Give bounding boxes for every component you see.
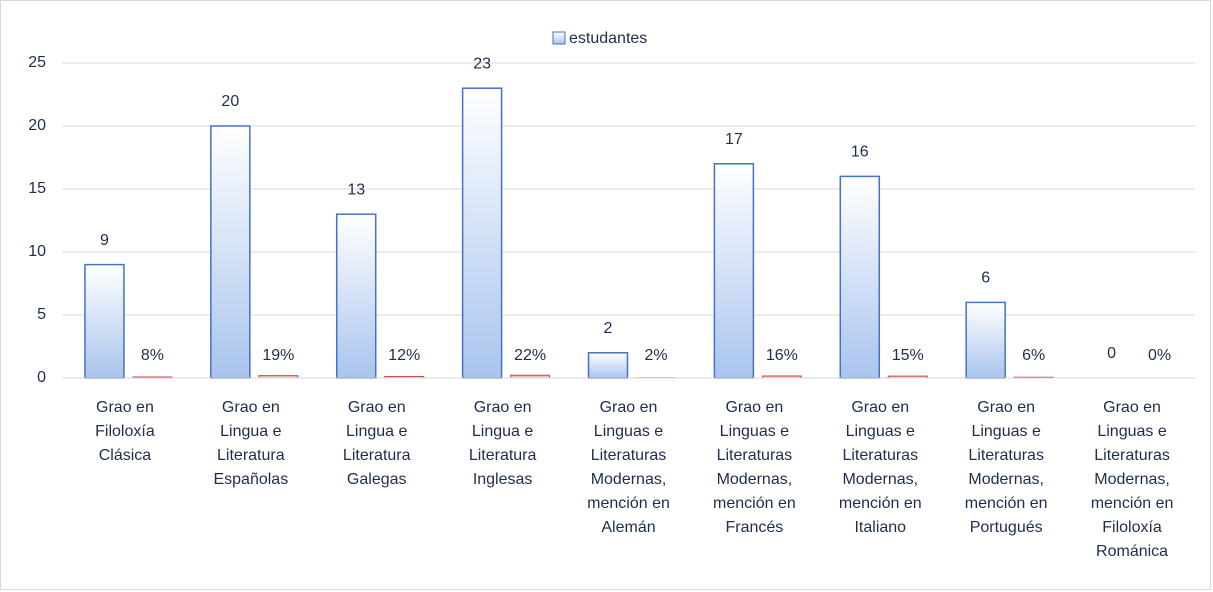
- x-tick-label: Grao en Lingua e Literatura Inglesas: [468, 399, 537, 488]
- data-label: 0: [1107, 345, 1116, 362]
- data-label: 6%: [1022, 347, 1045, 364]
- data-label: 6: [981, 270, 990, 287]
- bar: [587, 352, 629, 379]
- data-label: 0%: [1148, 347, 1171, 364]
- bar: [965, 301, 1006, 379]
- data-label: 2%: [644, 347, 667, 364]
- data-label: 13: [347, 181, 365, 198]
- x-tick-label: Grao en Linguas e Literaturas Modernas, …: [713, 399, 796, 536]
- y-tick-label: 20: [28, 117, 46, 134]
- data-label: 23: [473, 55, 491, 72]
- legend-swatch: [552, 31, 566, 45]
- y-tick-label: 25: [28, 54, 46, 71]
- data-label: 22%: [514, 347, 546, 364]
- data-label: 17: [725, 131, 743, 148]
- data-label: 2: [604, 320, 613, 337]
- data-label: 9: [100, 232, 109, 249]
- data-label: 19%: [262, 347, 294, 364]
- bar: [84, 263, 125, 379]
- x-tick-label: Grao en Filoloxía Clásica: [95, 399, 155, 464]
- bar: [839, 175, 881, 379]
- bar: [210, 125, 251, 379]
- data-label: 16: [851, 144, 869, 161]
- data-label: 16%: [766, 347, 798, 364]
- x-tick-label: Grao en Linguas e Literaturas Modernas, …: [1090, 399, 1174, 560]
- x-tick-label: Grao en Linguas e Literaturas Modernas, …: [964, 399, 1048, 536]
- x-tick-label: Grao en Linguas e Literaturas Modernas, …: [587, 399, 670, 536]
- y-tick-label: 5: [37, 306, 46, 323]
- y-tick-label: 0: [37, 369, 46, 386]
- data-label: 15%: [892, 347, 924, 364]
- bar: [335, 213, 377, 379]
- x-tick-label: Grao en Lingua e Literatura Españolas: [213, 399, 289, 488]
- bar: [713, 163, 755, 379]
- data-label: 20: [221, 93, 239, 110]
- x-tick-label: Grao en Linguas e Literaturas Modernas, …: [838, 399, 922, 536]
- y-tick-label: 15: [28, 180, 46, 197]
- data-label: 12%: [388, 347, 420, 364]
- legend-label: estudantes: [569, 30, 647, 47]
- data-label: 8%: [141, 347, 164, 364]
- bar: [461, 87, 503, 379]
- x-tick-label: Grao en Lingua e Literatura Galegas: [342, 399, 411, 488]
- y-tick-label: 10: [28, 243, 46, 260]
